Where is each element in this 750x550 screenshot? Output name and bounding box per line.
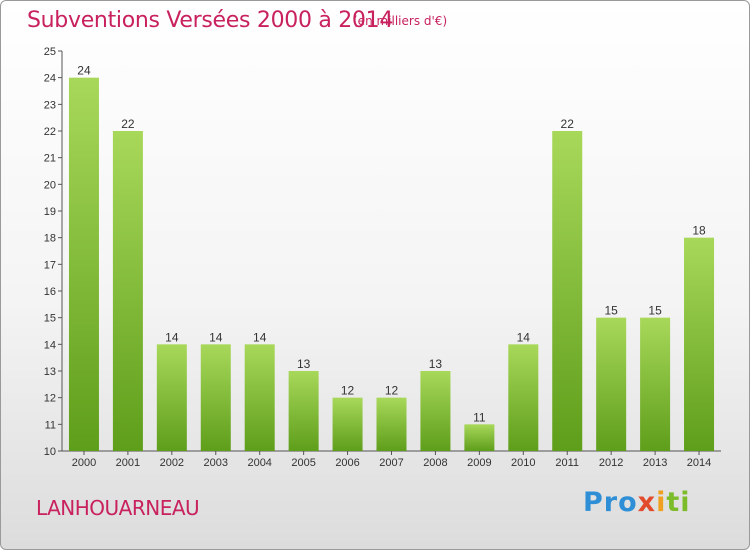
bar-value-label: 15 (604, 304, 618, 318)
logo-part: i (656, 487, 667, 518)
x-tick-label: 2004 (247, 457, 271, 469)
bar (332, 397, 363, 451)
bar (464, 424, 495, 451)
x-tick-label: 2006 (335, 457, 359, 469)
logo-part: Pro (583, 487, 638, 518)
bar (288, 371, 319, 451)
proxiti-logo: Proxiti (583, 487, 691, 518)
bar (640, 317, 671, 451)
y-tick-label: 11 (45, 419, 56, 431)
x-tick-label: 2008 (423, 457, 447, 469)
chart-subtitle: (en milliers d'€) (353, 14, 448, 28)
x-tick-label: 2007 (379, 457, 403, 469)
y-tick-label: 22 (44, 126, 56, 138)
y-tick-label: 19 (44, 206, 56, 218)
bar (552, 131, 583, 451)
bar-value-label: 24 (77, 64, 91, 78)
logo-part: x (637, 487, 657, 518)
bar (508, 344, 539, 451)
x-tick-label: 2003 (204, 457, 228, 469)
y-tick-label: 18 (44, 233, 56, 245)
x-tick-label: 2000 (72, 457, 96, 469)
bar (420, 371, 451, 451)
x-tick-label: 2010 (511, 457, 535, 469)
y-tick-label: 17 (44, 259, 56, 271)
x-tick-label: 2011 (555, 457, 579, 469)
y-tick-label: 10 (44, 446, 56, 458)
x-tick-label: 2014 (687, 457, 711, 469)
x-tick-label: 2013 (643, 457, 667, 469)
bar-value-label: 14 (517, 330, 531, 344)
y-tick-label: 13 (44, 366, 56, 378)
bar (68, 77, 99, 452)
bar-value-label: 12 (341, 384, 355, 398)
bar (596, 317, 627, 451)
y-tick-label: 23 (44, 99, 56, 111)
y-tick-label: 12 (44, 393, 56, 405)
bar-value-label: 14 (165, 330, 179, 344)
bar-value-label: 18 (692, 224, 706, 238)
bar-value-label: 22 (561, 117, 575, 131)
bar (112, 131, 143, 451)
bar (244, 344, 275, 451)
bar (684, 237, 715, 451)
bar-value-label: 13 (297, 357, 311, 371)
y-tick-label: 24 (44, 73, 56, 85)
bar-value-label: 12 (385, 384, 399, 398)
y-tick-label: 15 (44, 313, 56, 325)
logo-part: ti (666, 487, 691, 518)
bar (156, 344, 187, 451)
x-tick-label: 2005 (291, 457, 315, 469)
y-tick-label: 21 (44, 153, 56, 165)
bar-value-label: 13 (429, 357, 443, 371)
bar-value-label: 22 (121, 117, 135, 131)
bar-value-label: 14 (253, 330, 267, 344)
y-tick-label: 14 (44, 339, 56, 351)
y-tick-label: 20 (44, 179, 56, 191)
x-tick-label: 2012 (599, 457, 623, 469)
commune-name: LANHOUARNEAU (36, 496, 200, 520)
chart-title: Subventions Versées 2000 à 2014 (27, 8, 394, 33)
y-tick-label: 25 (44, 46, 56, 58)
x-tick-label: 2001 (116, 457, 140, 469)
bar-value-label: 14 (209, 330, 223, 344)
bar-value-label: 15 (648, 304, 662, 318)
x-tick-label: 2002 (160, 457, 184, 469)
bar (200, 344, 231, 451)
y-tick-label: 16 (44, 286, 56, 298)
bar (376, 397, 407, 451)
x-tick-label: 2009 (467, 457, 491, 469)
bar-value-label: 11 (473, 410, 486, 424)
